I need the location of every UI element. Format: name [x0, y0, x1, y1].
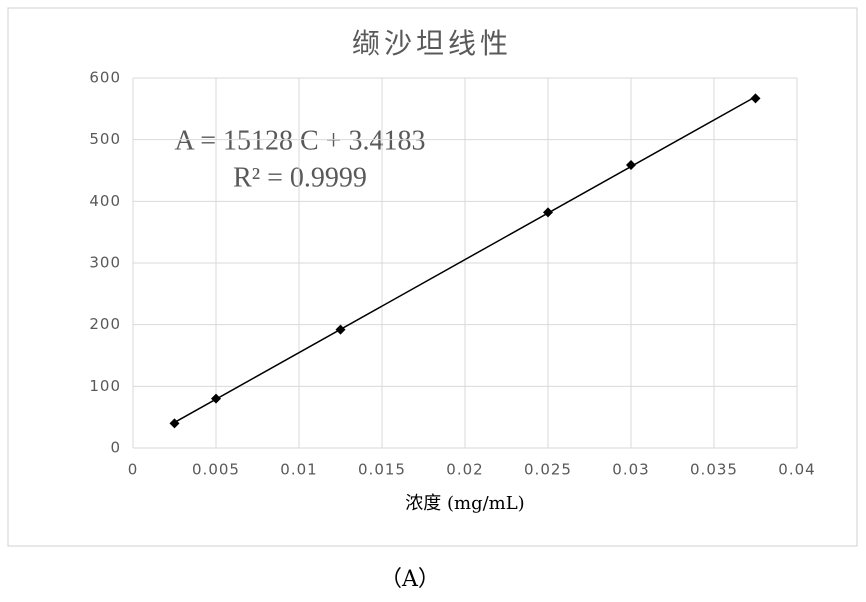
x-tick-label: 0.02: [446, 461, 483, 479]
y-tick-label: 0: [110, 439, 121, 457]
x-tick-label: 0.03: [612, 461, 649, 479]
x-axis-label: 浓度 (mg/mL): [405, 493, 524, 514]
y-tick-label: 300: [89, 254, 121, 272]
chart: 缬沙坦线性 浓度 (mg/mL) A = 15128 C + 3.4183 R²…: [0, 0, 866, 602]
x-tick-label: 0.035: [690, 461, 738, 479]
chart-title: 缬沙坦线性: [352, 27, 512, 60]
x-tick-label: 0.005: [192, 461, 240, 479]
annotation: A = 15128 C + 3.4183: [175, 125, 426, 156]
x-tick-label: 0: [128, 461, 139, 479]
annotation: R² = 0.9999: [233, 162, 367, 193]
y-tick-label: 600: [89, 69, 121, 87]
x-tick-label: 0.01: [280, 461, 317, 479]
caption: （A）: [380, 567, 440, 592]
y-tick-label: 200: [89, 315, 121, 333]
x-tick-label: 0.015: [358, 461, 406, 479]
x-tick-label: 0.025: [524, 461, 572, 479]
y-tick-label: 500: [89, 130, 121, 148]
x-tick-label: 0.04: [778, 461, 815, 479]
y-tick-label: 400: [89, 192, 121, 210]
y-tick-label: 100: [89, 377, 121, 395]
